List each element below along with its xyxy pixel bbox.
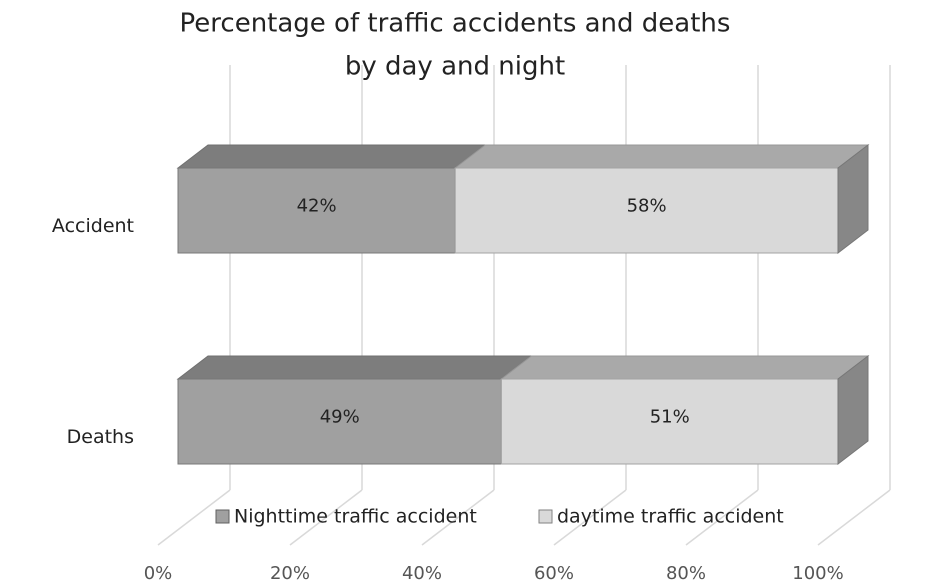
value-label: 51% xyxy=(650,407,690,428)
floor-line xyxy=(421,489,495,546)
category-label: Deaths xyxy=(67,426,134,448)
x-tick-label: 60% xyxy=(534,563,574,584)
bar-top xyxy=(499,355,870,380)
x-tick-label: 80% xyxy=(666,563,706,584)
legend-swatch xyxy=(215,509,230,524)
value-label: 58% xyxy=(627,196,667,217)
floor-line xyxy=(289,489,363,546)
bar-side xyxy=(837,354,869,466)
value-label: 49% xyxy=(320,407,360,428)
chart-title: Percentage of traffic accidents and deat… xyxy=(180,9,731,39)
bar xyxy=(177,378,502,465)
bar xyxy=(177,167,456,254)
chart-title: by day and night xyxy=(345,52,565,82)
x-tick-label: 20% xyxy=(270,563,310,584)
legend-label: daytime traffic accident xyxy=(557,506,784,528)
bar-top xyxy=(176,144,487,169)
category-label: Accident xyxy=(52,215,134,237)
floor-line xyxy=(553,489,627,546)
bar-side xyxy=(837,143,869,255)
bar-top xyxy=(453,144,870,169)
legend-label: Nighttime traffic accident xyxy=(234,506,477,528)
floor-line xyxy=(817,489,891,546)
x-tick-label: 40% xyxy=(402,563,442,584)
bar xyxy=(500,378,839,465)
bar-top xyxy=(176,355,533,380)
x-tick-label: 100% xyxy=(792,563,843,584)
value-label: 42% xyxy=(297,196,337,217)
floor-line xyxy=(157,489,231,546)
legend-swatch xyxy=(538,509,553,524)
bar xyxy=(454,167,839,254)
floor-line xyxy=(685,489,759,546)
x-tick-label: 0% xyxy=(144,563,173,584)
